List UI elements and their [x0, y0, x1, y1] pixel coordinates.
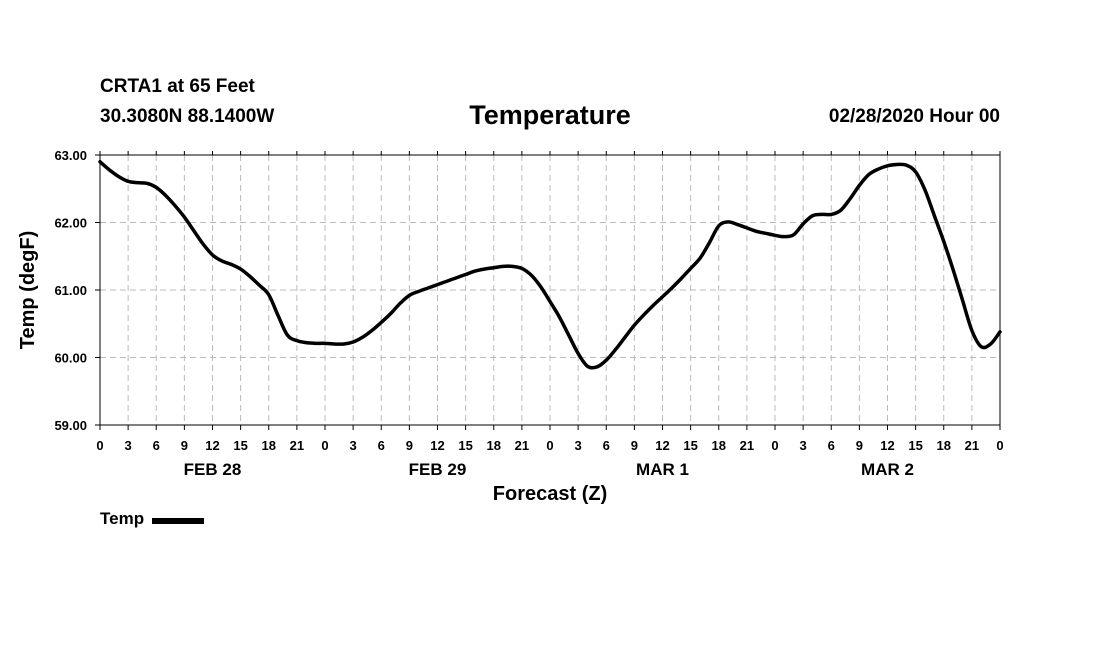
grid-lines [100, 155, 1000, 425]
x-tick-label: 18 [712, 438, 726, 453]
x-tick-label: 0 [96, 438, 103, 453]
x-tick-label: 21 [965, 438, 979, 453]
x-tick-label: 0 [996, 438, 1003, 453]
forecast-run-time: 02/28/2020 Hour 00 [828, 106, 1000, 127]
x-tick-label: 0 [321, 438, 328, 453]
day-label: MAR 2 [861, 460, 914, 479]
series-layer [98, 160, 1002, 370]
day-label: MAR 1 [636, 460, 689, 479]
station-label: CRTA1 at 65 Feet [100, 76, 255, 97]
x-tick-label: 6 [153, 438, 160, 453]
x-tick-label: 15 [683, 438, 697, 453]
series-line-temp [98, 160, 1002, 370]
y-tick-label: 60.00 [54, 351, 87, 366]
y-axis-label: Temp (degF) [17, 231, 39, 350]
chart-title: Temperature [469, 100, 631, 130]
x-tick-label: 15 [458, 438, 472, 453]
x-tick-label: 12 [205, 438, 219, 453]
x-tick-label: 3 [350, 438, 357, 453]
x-tick-label: 18 [262, 438, 276, 453]
y-axis-ticks: 59.00 60.00 61.00 62.00 63.00 [54, 148, 100, 433]
x-tick-label: 0 [546, 438, 553, 453]
x-tick-label: 18 [487, 438, 501, 453]
x-tick-label: 6 [828, 438, 835, 453]
day-label: FEB 29 [409, 460, 467, 479]
day-labels: FEB 28 FEB 29 MAR 1 MAR 2 [184, 460, 914, 479]
y-tick-label: 61.00 [54, 283, 87, 298]
x-tick-label: 9 [406, 438, 413, 453]
day-label: FEB 28 [184, 460, 242, 479]
y-tick-label: 63.00 [54, 148, 87, 163]
x-tick-label: 21 [740, 438, 754, 453]
x-tick-label: 3 [800, 438, 807, 453]
y-tick-label: 59.00 [54, 418, 87, 433]
x-tick-label: 6 [378, 438, 385, 453]
y-tick-label: 62.00 [54, 216, 87, 231]
x-tick-label: 12 [430, 438, 444, 453]
x-tick-label: 9 [631, 438, 638, 453]
x-tick-label: 12 [655, 438, 669, 453]
x-tick-label: 3 [125, 438, 132, 453]
x-tick-label: 18 [937, 438, 951, 453]
x-tick-label: 21 [290, 438, 304, 453]
x-tick-label: 15 [233, 438, 247, 453]
x-tick-label: 6 [603, 438, 610, 453]
x-tick-label: 3 [575, 438, 582, 453]
station-coordinates: 30.3080N 88.1400W [100, 106, 275, 127]
x-tick-label: 12 [880, 438, 894, 453]
x-tick-label: 9 [181, 438, 188, 453]
legend-label: Temp [100, 509, 145, 528]
x-axis-label: Forecast (Z) [493, 483, 607, 505]
legend: Temp [100, 509, 205, 529]
x-tick-label: 15 [908, 438, 922, 453]
x-tick-label: 21 [515, 438, 529, 453]
x-axis-ticks: 0 3 6 9 12 15 18 21 0 3 6 9 12 15 18 21 0 3 6 9 12 15 18 21 0 3 6 9… [96, 151, 1004, 453]
x-tick-label: 9 [856, 438, 863, 453]
legend-line-swatch [152, 517, 205, 524]
x-tick-label: 0 [771, 438, 778, 453]
